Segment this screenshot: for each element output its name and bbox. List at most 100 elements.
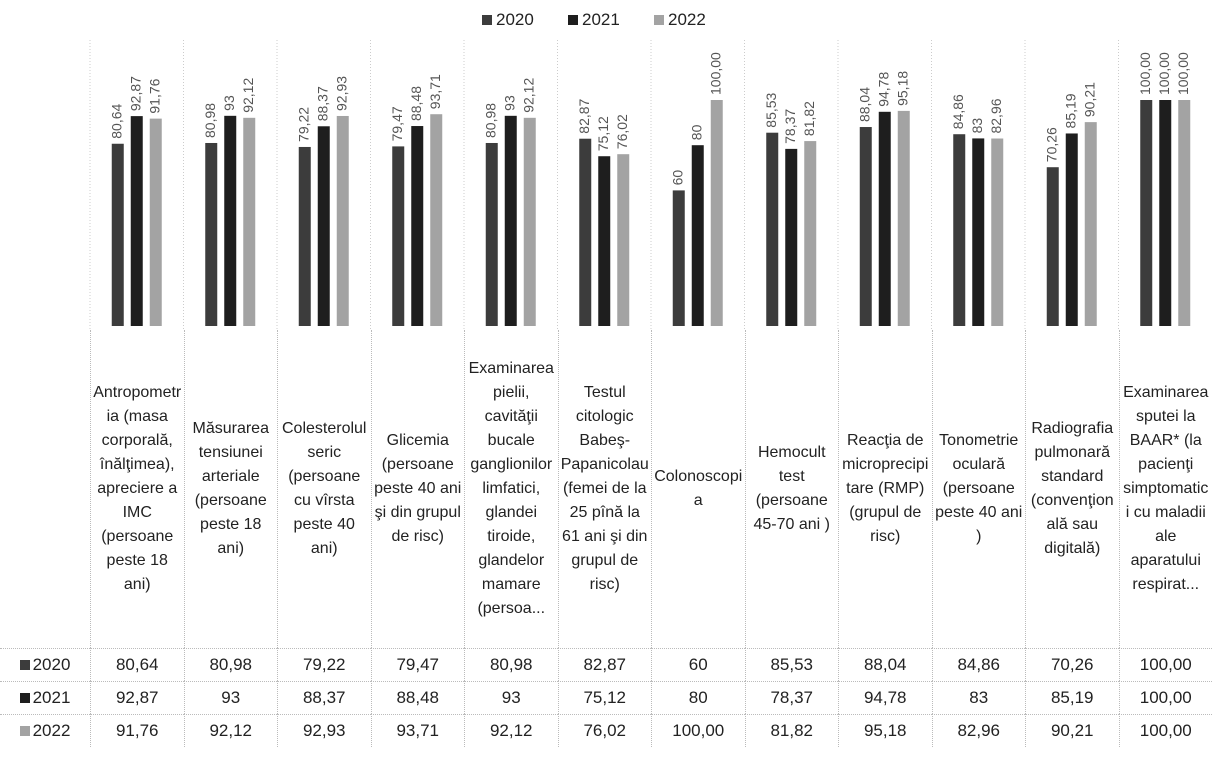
legend-item: 2020 xyxy=(482,10,534,30)
value-label: 84,86 xyxy=(950,94,966,129)
table-row-label: 2022 xyxy=(0,714,90,747)
table-cell: 100,00 xyxy=(1118,714,1212,747)
bar xyxy=(579,138,592,326)
legend-swatch xyxy=(19,693,30,703)
table-cell: 82,87 xyxy=(557,648,651,681)
bar xyxy=(392,146,405,326)
bar xyxy=(691,145,704,326)
value-label: 92,12 xyxy=(520,78,536,113)
value-label: 83 xyxy=(969,118,985,134)
bar xyxy=(298,146,311,326)
category-label: Radiografia pulmonară standard (convenţi… xyxy=(1025,330,1119,648)
legend-swatch xyxy=(568,15,578,25)
bar xyxy=(243,117,256,326)
bar xyxy=(111,143,124,326)
bar xyxy=(504,115,517,326)
bar xyxy=(972,138,985,326)
bar xyxy=(785,148,798,326)
bar xyxy=(766,132,779,326)
bar xyxy=(859,127,872,326)
category-label: Tonometrie oculară (persoane peste 40 an… xyxy=(931,330,1026,648)
legend-item: 2021 xyxy=(568,10,620,30)
bar xyxy=(1046,167,1059,326)
table-cell: 93 xyxy=(464,681,558,714)
value-label: 88,48 xyxy=(408,86,424,121)
table-cell: 82,96 xyxy=(931,714,1025,747)
category-label: Glicemia (persoane peste 40 ani şi din g… xyxy=(370,330,465,648)
value-label: 92,93 xyxy=(333,76,349,111)
value-label: 88,37 xyxy=(314,86,330,121)
table-cell: 92,12 xyxy=(183,714,277,747)
table-cell: 100,00 xyxy=(1118,681,1212,714)
table-cell: 95,18 xyxy=(838,714,932,747)
table-cell: 88,48 xyxy=(370,681,464,714)
bar xyxy=(149,118,162,326)
category-label: Antropometria (masa corporală, înălţimea… xyxy=(90,330,184,648)
bar xyxy=(1140,100,1153,326)
table-cell: 80 xyxy=(651,681,745,714)
value-label: 92,87 xyxy=(127,76,143,111)
value-label: 100,00 xyxy=(1175,52,1191,95)
table-cell: 100,00 xyxy=(1118,648,1212,681)
bar xyxy=(672,190,685,326)
bar xyxy=(224,115,237,326)
category-label: Reacţia de microprecipitare (RMP) (grupu… xyxy=(838,330,932,648)
value-label: 85,53 xyxy=(763,92,779,127)
value-label: 75,12 xyxy=(595,116,611,151)
value-label: 82,96 xyxy=(988,98,1004,133)
bar xyxy=(317,126,330,326)
bar xyxy=(485,142,498,326)
value-label: 82,87 xyxy=(576,98,592,133)
category-label: Testul citologic Babeş-Papanicolau (feme… xyxy=(557,330,652,648)
value-label: 80,64 xyxy=(108,104,124,139)
bar xyxy=(411,126,424,326)
category-label: Colesterolul seric (persoane cu vîrsta p… xyxy=(277,330,371,648)
bar xyxy=(953,134,966,326)
table-cell: 100,00 xyxy=(651,714,745,747)
value-label: 80,98 xyxy=(482,103,498,138)
bar xyxy=(710,100,723,326)
table-cell: 93 xyxy=(183,681,277,714)
value-label: 93 xyxy=(501,95,517,111)
bar xyxy=(1159,100,1172,326)
bar xyxy=(205,142,218,326)
bar xyxy=(130,116,143,326)
legend-label: 2020 xyxy=(496,10,534,29)
bar xyxy=(991,138,1004,326)
table-cell: 85,53 xyxy=(744,648,838,681)
table-cell: 76,02 xyxy=(557,714,651,747)
value-label: 95,18 xyxy=(894,71,910,106)
table-cell: 80,98 xyxy=(183,648,277,681)
value-label: 100,00 xyxy=(707,52,723,95)
category-label: Examinarea sputei la BAAR* (la pacienţi … xyxy=(1118,330,1213,648)
bar xyxy=(430,114,443,327)
value-label: 81,82 xyxy=(801,101,817,136)
table-cell: 83 xyxy=(931,681,1025,714)
table-cell: 78,37 xyxy=(744,681,838,714)
value-label: 85,19 xyxy=(1062,93,1078,128)
table-row-label: 2021 xyxy=(0,681,90,714)
legend-swatch xyxy=(19,660,30,670)
bar xyxy=(897,110,910,327)
category-label: Colonoscopia xyxy=(651,330,745,648)
table-cell: 85,19 xyxy=(1025,681,1119,714)
table-cell: 79,22 xyxy=(277,648,371,681)
bar xyxy=(336,115,349,326)
row-label: 2022 xyxy=(32,721,71,740)
table-cell: 79,47 xyxy=(370,648,464,681)
legend-swatch xyxy=(482,15,492,25)
bar xyxy=(1084,122,1097,326)
bar xyxy=(598,156,611,326)
value-label: 76,02 xyxy=(614,114,630,149)
bar xyxy=(878,111,891,326)
value-label: 91,76 xyxy=(146,78,162,113)
legend-item: 2022 xyxy=(654,10,706,30)
value-label: 100,00 xyxy=(1137,52,1153,95)
value-label: 90,21 xyxy=(1081,82,1097,117)
legend-label: 2022 xyxy=(668,10,706,29)
category-label: Hemocult test (persoane 45-70 ani ) xyxy=(744,330,839,648)
value-label: 93,71 xyxy=(427,74,443,109)
bar xyxy=(804,141,817,326)
